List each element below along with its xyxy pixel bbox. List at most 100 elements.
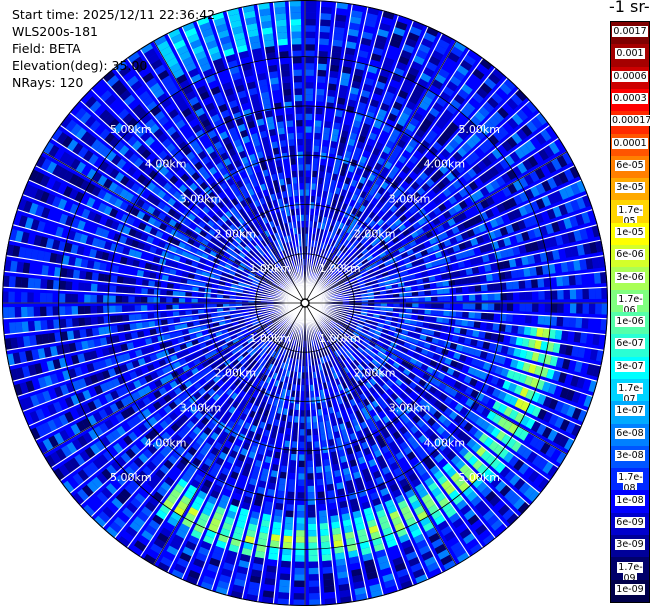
- ppi-gate-cell: [568, 359, 577, 372]
- ppi-gate-cell: [564, 201, 574, 214]
- ppi-gate-cell: [373, 40, 386, 50]
- ppi-gate-cell: [529, 170, 540, 183]
- ppi-gate-cell: [427, 199, 437, 209]
- ppi-gate-cell: [46, 279, 54, 290]
- ppi-gate-cell: [333, 273, 339, 279]
- ppi-gate-cell: [336, 278, 343, 284]
- ppi-gate-cell: [336, 148, 344, 157]
- ppi-gate-cell: [340, 162, 348, 171]
- ppi-gate-cell: [385, 209, 394, 218]
- ppi-gate-cell: [326, 274, 332, 281]
- ppi-gate-cell: [453, 326, 461, 334]
- ppi-gate-cell: [299, 448, 305, 455]
- ppi-gate-cell: [332, 39, 343, 47]
- ppi-gate-cell: [582, 303, 590, 314]
- ppi-gate-cell: [356, 196, 364, 204]
- ppi-gate-cell: [410, 319, 418, 326]
- ppi-gate-cell: [308, 548, 319, 556]
- ppi-gate-cell: [351, 279, 358, 285]
- ppi-gate-cell: [503, 77, 517, 91]
- ppi-gate-cell: [445, 103, 458, 115]
- ppi-gate-cell: [14, 291, 22, 303]
- ppi-gate-cell: [334, 20, 346, 29]
- ppi-gate-cell: [365, 243, 373, 251]
- ppi-gate-cell: [415, 106, 427, 117]
- ppi-gate-cell: [359, 237, 367, 245]
- ppi-gate-cell: [293, 586, 305, 594]
- ppi-gate-cell: [328, 245, 333, 253]
- ppi-gate-cell: [299, 441, 305, 449]
- ppi-gate-cell: [427, 329, 435, 336]
- ppi-gate-cell: [587, 272, 595, 285]
- ppi-gate-cell: [375, 114, 385, 124]
- ppi-gate-cell: [322, 560, 333, 568]
- ppi-gate-cell: [500, 344, 509, 355]
- ppi-gate-cell: [33, 306, 41, 318]
- ppi-gate-cell: [362, 184, 370, 193]
- ppi-gate-cell: [573, 229, 583, 242]
- ppi-gate-cell: [353, 313, 361, 317]
- ppi-gate-cell: [323, 249, 328, 257]
- ppi-gate-cell: [574, 273, 583, 286]
- ppi-gate-cell: [308, 574, 320, 581]
- ppi-gate-cell: [497, 238, 506, 248]
- ppi-gate-cell: [422, 213, 431, 223]
- ppi-gate-cell: [347, 138, 356, 147]
- ppi-gate-cell: [267, 559, 278, 567]
- ppi-gate-cell: [407, 225, 416, 233]
- ppi-gate-cell: [336, 214, 343, 222]
- ray-gap: [304, 224, 598, 304]
- ppi-gate-cell: [430, 309, 438, 316]
- ppi-gate-cell: [285, 510, 295, 518]
- ppi-gate-cell: [581, 273, 589, 285]
- ppi-gate-cell: [273, 515, 283, 523]
- ppi-gate-cell: [497, 125, 509, 138]
- ppi-gate-cell: [355, 140, 364, 149]
- ppi-gate-cell: [339, 244, 346, 252]
- ppi-gate-cell: [356, 252, 364, 259]
- ppi-gate-cell: [294, 567, 305, 575]
- ppi-gate-cell: [320, 248, 325, 256]
- ppi-gate-cell: [402, 128, 413, 138]
- ppi-gate-cell: [322, 566, 334, 574]
- ppi-gate-cell: [378, 239, 386, 247]
- ppi-gate-cell: [553, 137, 566, 152]
- ppi-gate-cell: [506, 210, 516, 221]
- ppi-gate-cell: [360, 314, 367, 319]
- ppi-gate-cell: [474, 128, 486, 141]
- ppi-gate-cell: [367, 65, 378, 74]
- ppi-gate-cell: [381, 213, 389, 222]
- ppi-gate-cell: [519, 291, 526, 301]
- ppi-gate-cell: [558, 247, 567, 259]
- ppi-gate-cell: [492, 272, 500, 281]
- ppi-gate-cell: [65, 281, 73, 291]
- ppi-gate-cell: [445, 333, 454, 341]
- ppi-gate-cell: [370, 261, 378, 268]
- ppi-gate-cell: [323, 585, 336, 593]
- ppi-gate-cell: [359, 317, 366, 322]
- ppi-gate-cell: [360, 289, 368, 294]
- ppi-gate-cell: [388, 195, 397, 204]
- ppi-gate-cell: [279, 573, 291, 581]
- ppi-gate-cell: [594, 318, 602, 330]
- ppi-gate-cell: [463, 258, 472, 267]
- ppi-gate-cell: [412, 211, 422, 220]
- ppi-gate-cell: [564, 184, 575, 198]
- ppi-gate-cell: [576, 179, 587, 193]
- ppi-gate-cell: [297, 504, 305, 512]
- ppi-gate-cell: [368, 272, 376, 278]
- ppi-gate-cell: [468, 285, 476, 293]
- ppi-gate-cell: [370, 53, 382, 62]
- ppi-gate-cell: [336, 235, 342, 243]
- ppi-gate-cell: [402, 43, 415, 54]
- ppi-gate-cell: [325, 251, 331, 258]
- ppi-gate-cell: [425, 112, 436, 123]
- ppi-gate-cell: [411, 20, 425, 31]
- ppi-gate-cell: [437, 303, 444, 309]
- ppi-gate-cell: [363, 278, 371, 283]
- ppi-gate-cell: [305, 145, 312, 152]
- ppi-gate-cell: [451, 334, 460, 342]
- ppi-gate-cell: [335, 7, 348, 16]
- ppi-gate-cell: [353, 146, 362, 155]
- ppi-gate-cell: [495, 175, 506, 187]
